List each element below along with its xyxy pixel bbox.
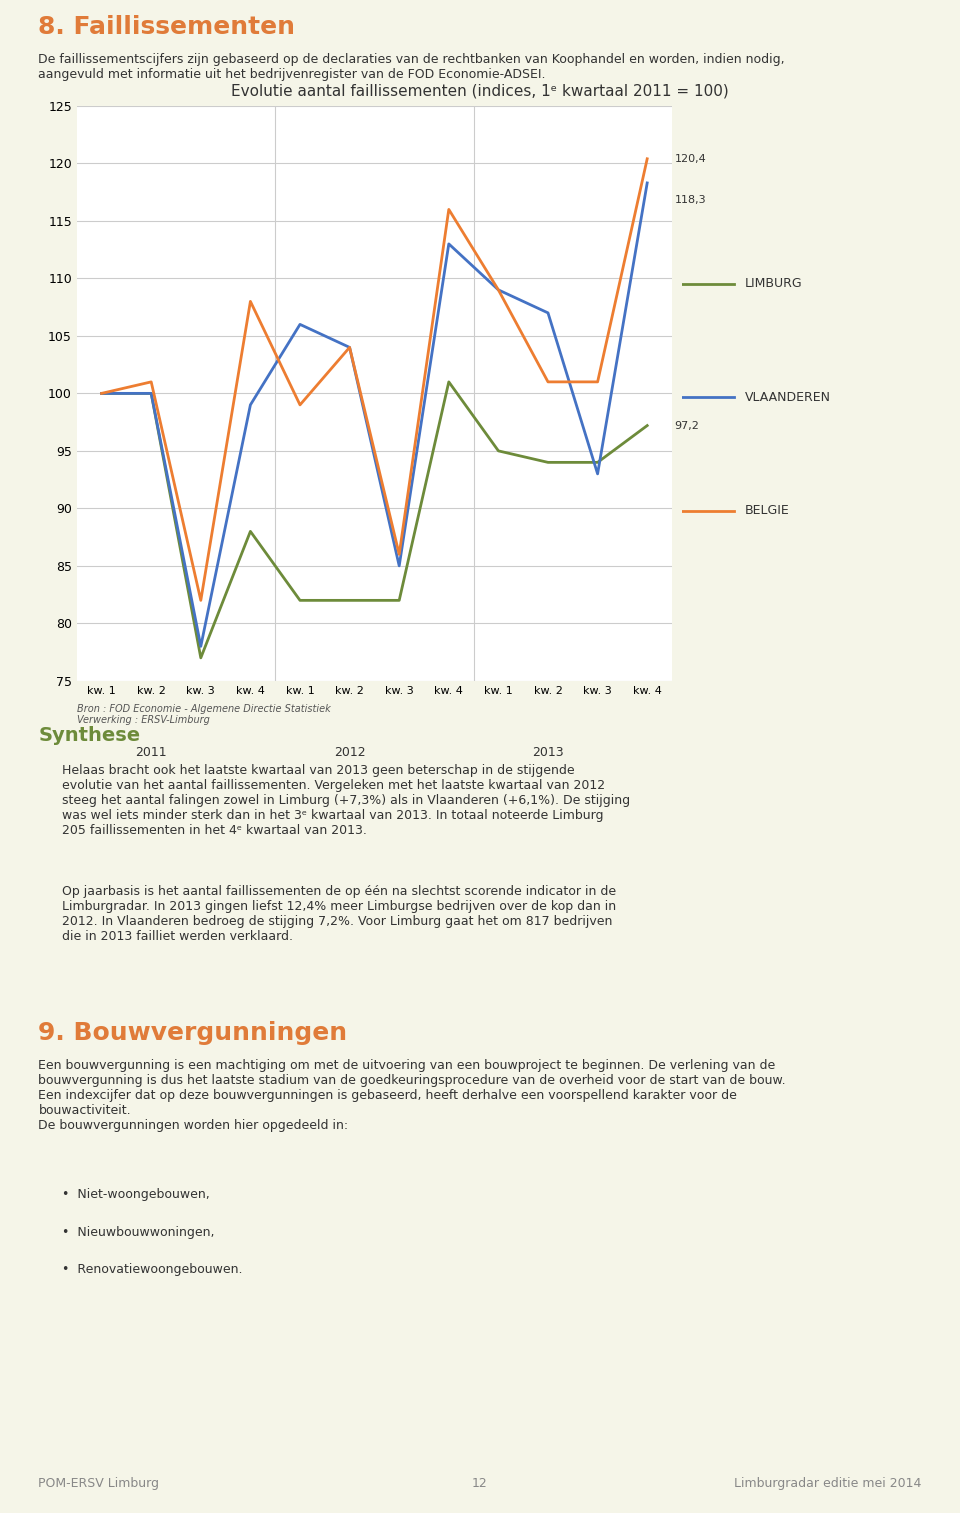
Text: •  Niet-woongebouwen,: • Niet-woongebouwen, xyxy=(62,1188,210,1201)
Text: •  Nieuwbouwwoningen,: • Nieuwbouwwoningen, xyxy=(62,1226,215,1239)
Text: Een bouwvergunning is een machtiging om met de uitvoering van een bouwproject te: Een bouwvergunning is een machtiging om … xyxy=(38,1059,786,1132)
Text: 97,2: 97,2 xyxy=(675,421,699,431)
Text: Evolutie aantal faillissementen (indices, 1ᵉ kwartaal 2011 = 100): Evolutie aantal faillissementen (indices… xyxy=(231,83,729,98)
Text: Bron : FOD Economie - Algemene Directie Statistiek
Verwerking : ERSV-Limburg: Bron : FOD Economie - Algemene Directie … xyxy=(77,704,330,725)
Text: 8. Faillissementen: 8. Faillissementen xyxy=(38,15,296,39)
Text: 2013: 2013 xyxy=(532,746,564,758)
Text: 120,4: 120,4 xyxy=(675,154,707,163)
Text: Limburgradar editie mei 2014: Limburgradar editie mei 2014 xyxy=(734,1477,922,1490)
Text: 9. Bouwvergunningen: 9. Bouwvergunningen xyxy=(38,1021,348,1045)
Text: 2011: 2011 xyxy=(135,746,167,758)
Text: 12: 12 xyxy=(472,1477,488,1490)
Text: Helaas bracht ook het laatste kwartaal van 2013 geen beterschap in de stijgende
: Helaas bracht ook het laatste kwartaal v… xyxy=(62,764,631,837)
Text: LIMBURG: LIMBURG xyxy=(745,277,803,290)
Text: BELGIE: BELGIE xyxy=(745,504,790,517)
Text: Synthese: Synthese xyxy=(38,726,140,746)
Text: VLAANDEREN: VLAANDEREN xyxy=(745,390,831,404)
Text: •  Renovatiewoongebouwen.: • Renovatiewoongebouwen. xyxy=(62,1263,243,1277)
Text: De faillissementscijfers zijn gebaseerd op de declaraties van de rechtbanken van: De faillissementscijfers zijn gebaseerd … xyxy=(38,53,785,82)
Text: 2012: 2012 xyxy=(334,746,366,758)
Text: POM-ERSV Limburg: POM-ERSV Limburg xyxy=(38,1477,159,1490)
Text: Op jaarbasis is het aantal faillissementen de op één na slechtst scorende indica: Op jaarbasis is het aantal faillissement… xyxy=(62,885,616,943)
Text: 118,3: 118,3 xyxy=(675,195,707,206)
